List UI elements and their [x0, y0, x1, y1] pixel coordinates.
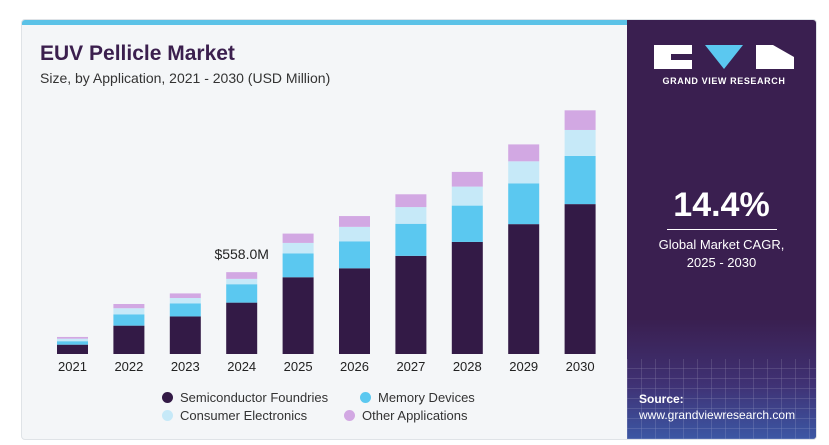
- bar-2029-consumer-electronics: [508, 161, 540, 184]
- x-tick-label: 2026: [340, 359, 369, 374]
- sidebar-grid-decoration: [627, 359, 816, 439]
- brand-name: GRAND VIEW RESEARCH: [662, 76, 786, 86]
- sidebar-panel: GRAND VIEW RESEARCH 14.4% Global Market …: [627, 20, 816, 439]
- bar-2023-consumer-electronics: [169, 298, 201, 304]
- legend-swatch: [360, 392, 371, 403]
- bar-2030-memory-devices: [564, 155, 596, 205]
- data-label-2024: $558.0M: [214, 246, 268, 262]
- legend-item-consumer-electronics: Consumer Electronics: [162, 408, 307, 423]
- x-tick-label: 2025: [284, 359, 313, 374]
- bar-2022-other-applications: [113, 303, 145, 309]
- bar-2027-consumer-electronics: [395, 207, 427, 224]
- cagr-period: 2025 - 2030: [686, 255, 757, 270]
- legend-label: Consumer Electronics: [180, 408, 308, 423]
- bar-2022-semiconductor-foundries: [113, 325, 145, 354]
- bar-2028-semiconductor-foundries: [451, 241, 483, 354]
- legend-label: Memory Devices: [378, 390, 475, 405]
- bar-2024-other-applications: [226, 272, 258, 279]
- bar-2023-other-applications: [169, 293, 201, 299]
- bar-2024-semiconductor-foundries: [226, 302, 258, 354]
- legend-item-semiconductor-foundries: Semiconductor Foundries: [162, 390, 328, 405]
- bar-2026-consumer-electronics: [339, 226, 370, 242]
- bar-2025-other-applications: [282, 233, 314, 243]
- brand-logo-icon: [654, 45, 794, 69]
- sidebar-glow: [627, 319, 816, 439]
- source-link[interactable]: www.grandviewresearch.com: [639, 408, 796, 422]
- bar-2026-semiconductor-foundries: [339, 268, 370, 354]
- bar-2026-memory-devices: [339, 241, 370, 269]
- bar-2027-semiconductor-foundries: [395, 255, 427, 354]
- bar-2025-memory-devices: [282, 253, 314, 278]
- legend-swatch: [162, 392, 173, 403]
- bar-2021-other-applications: [57, 336, 88, 339]
- legend-item-other-applications: Other Applications: [344, 408, 468, 423]
- bar-2030-other-applications: [564, 110, 596, 130]
- cagr-label: Global Market CAGR,: [658, 237, 785, 252]
- x-tick-label: 2021: [58, 359, 87, 374]
- bar-2022-consumer-electronics: [113, 308, 145, 315]
- bar-2021-semiconductor-foundries: [57, 344, 88, 354]
- bar-2027-memory-devices: [395, 223, 427, 256]
- bar-2024-consumer-electronics: [226, 278, 258, 285]
- bar-2023-semiconductor-foundries: [169, 316, 201, 354]
- chart-title: EUV Pellicle Market: [40, 42, 235, 65]
- brand-logo: GRAND VIEW RESEARCH: [649, 42, 799, 90]
- bar-2025-semiconductor-foundries: [282, 277, 314, 354]
- x-tick-label: 2023: [171, 359, 200, 374]
- bar-2030-consumer-electronics: [564, 129, 596, 156]
- legend-label: Semiconductor Foundries: [180, 390, 329, 405]
- x-tick-label: 2030: [566, 359, 595, 374]
- cagr-divider: [667, 229, 777, 230]
- legend-item-memory-devices: Memory Devices: [360, 390, 475, 405]
- x-tick-label: 2024: [227, 359, 256, 374]
- bar-2028-memory-devices: [451, 205, 483, 242]
- chart-card: EUV Pellicle Market Size, by Application…: [21, 19, 817, 440]
- bar-chart: 2021 2022 2023 2024 2025 2026 2027 2028 2029 2030…: [57, 110, 596, 374]
- bar-2029-memory-devices: [508, 183, 540, 225]
- accent-bar: [22, 20, 627, 25]
- bar-2028-consumer-electronics: [451, 186, 483, 206]
- chart-legend: Semiconductor Foundries Memory Devices C…: [22, 386, 627, 426]
- bar-2030-semiconductor-foundries: [564, 204, 596, 354]
- bar-2027-other-applications: [395, 194, 427, 208]
- legend-label: Other Applications: [362, 408, 468, 423]
- bar-2029-semiconductor-foundries: [508, 224, 540, 354]
- chart-subtitle: Size, by Application, 2021 - 2030 (USD M…: [40, 70, 331, 86]
- bar-2021-memory-devices: [57, 341, 88, 345]
- x-tick-label: 2029: [509, 359, 538, 374]
- x-tick-label: 2022: [114, 359, 143, 374]
- bar-2025-consumer-electronics: [282, 242, 314, 254]
- bar-2026-other-applications: [339, 216, 370, 227]
- legend-swatch: [344, 410, 355, 421]
- legend-swatch: [162, 410, 173, 421]
- bar-2022-memory-devices: [113, 314, 145, 326]
- x-tick-label: 2027: [396, 359, 425, 374]
- bar-2021-consumer-electronics: [57, 338, 88, 342]
- bar-2029-other-applications: [508, 144, 540, 162]
- x-tick-label: 2028: [453, 359, 482, 374]
- cagr-caption: Global Market CAGR, 2025 - 2030: [627, 236, 816, 272]
- source-label: Source:: [639, 392, 684, 406]
- bar-2024-memory-devices: [226, 284, 258, 303]
- bar-2028-other-applications: [451, 171, 483, 187]
- cagr-value: 14.4%: [673, 186, 770, 224]
- bar-2023-memory-devices: [169, 303, 201, 317]
